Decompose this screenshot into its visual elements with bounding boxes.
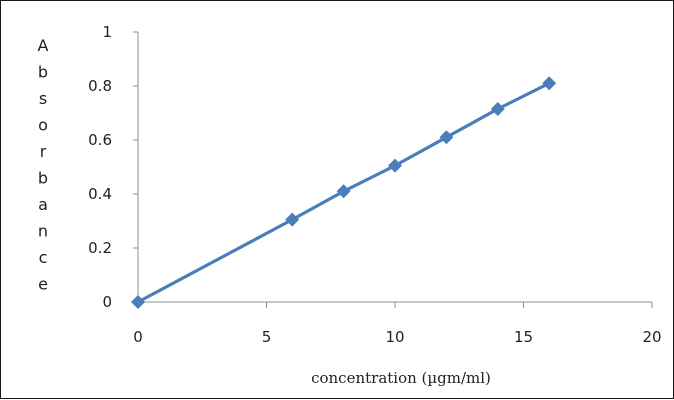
y-tick-label: 0.8 — [88, 77, 112, 95]
x-axis-label: concentration (µgm/ml) — [311, 369, 491, 387]
x-tick-label: 0 — [133, 328, 143, 346]
data-point — [131, 295, 145, 309]
y-axis-label-letter: s — [39, 89, 47, 108]
data-point — [285, 212, 300, 227]
y-tick-label: 0.4 — [88, 185, 112, 203]
y-axis-label-letter: n — [38, 222, 48, 241]
y-axis-label-letter: b — [38, 63, 48, 82]
y-axis-label-letter: c — [39, 248, 48, 267]
y-tick-label: 1 — [102, 23, 112, 41]
series-group — [131, 76, 557, 309]
data-point — [439, 130, 454, 145]
data-point — [490, 101, 505, 116]
x-tick-label: 5 — [262, 328, 272, 346]
x-tick-label: 10 — [385, 328, 404, 346]
y-axis-label-letter: b — [38, 169, 48, 188]
y-axis-label-letter: o — [38, 116, 48, 135]
y-tick-label: 0.6 — [88, 131, 112, 149]
y-axis-label-letter: A — [38, 36, 49, 55]
y-tick-label: 0.2 — [88, 239, 112, 257]
y-axis-label-letter: a — [38, 195, 48, 214]
x-tick-label: 15 — [514, 328, 533, 346]
data-point — [542, 76, 557, 91]
x-tick-label: 20 — [642, 328, 661, 346]
data-point — [388, 158, 402, 173]
y-axis-label-letter: r — [40, 142, 47, 161]
y-tick-label: 0 — [102, 293, 112, 311]
data-point — [336, 184, 351, 199]
x-axis-ticks: 0 5 10 15 20 — [133, 302, 662, 346]
y-axis-label-letter: e — [38, 275, 48, 294]
y-axis-ticks: 0 0.2 0.4 0.6 0.8 1 — [88, 23, 138, 311]
